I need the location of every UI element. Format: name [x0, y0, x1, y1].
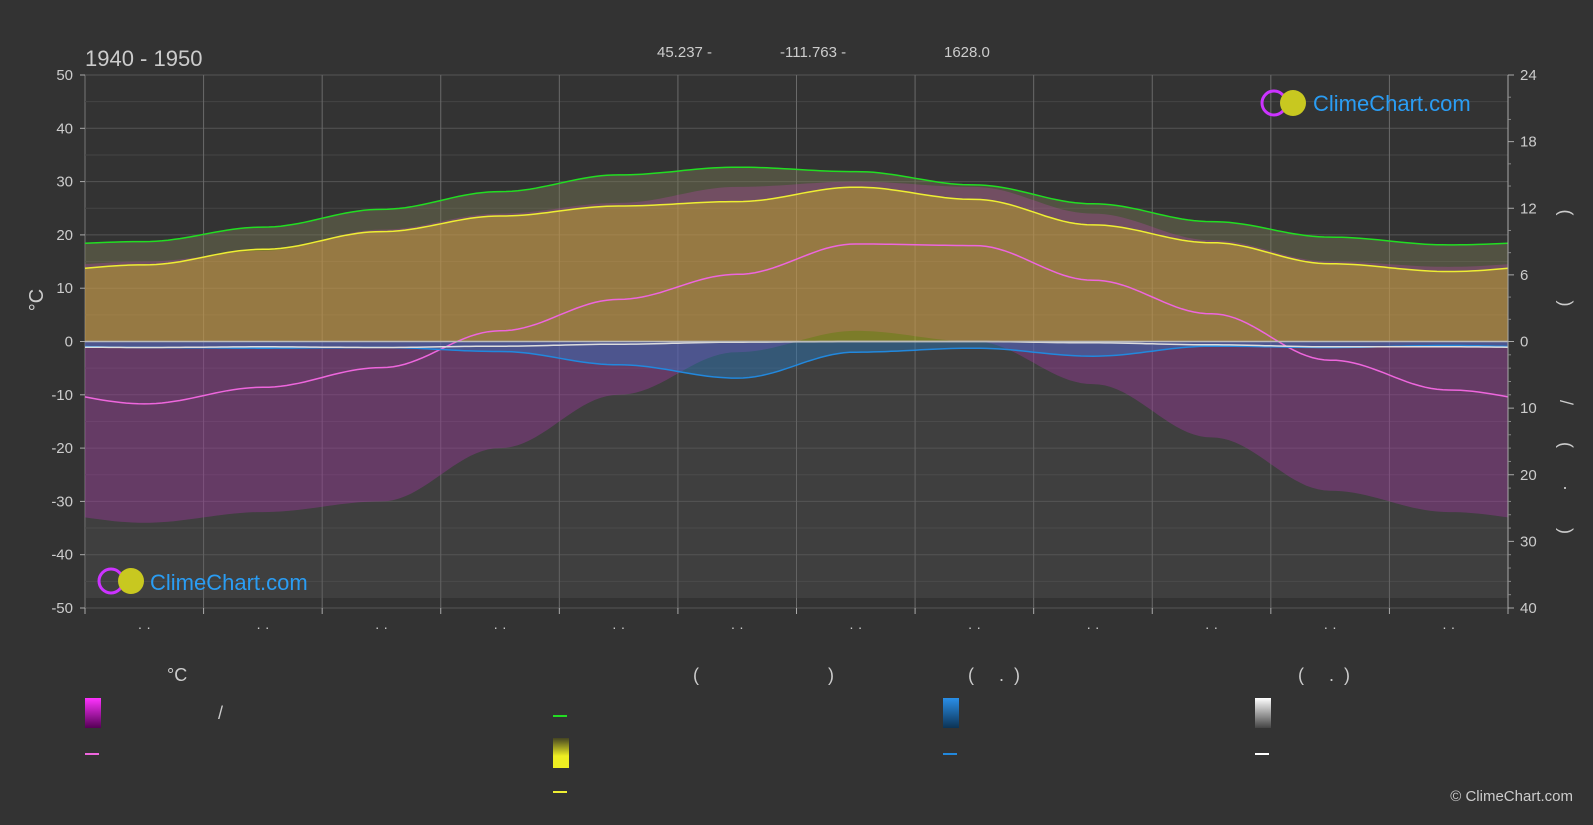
legend-temp-range-label: / [218, 703, 224, 723]
logo-sun-icon [118, 568, 144, 594]
left-axis-tick-label: 10 [56, 280, 73, 297]
latitude-label: 45.237 - [657, 44, 712, 61]
data-bands [85, 167, 1508, 598]
legend-rain-line [943, 753, 957, 755]
longitude-label: -111.763 - [780, 44, 846, 61]
x-axis-month-label: · · [256, 619, 269, 635]
right-axis: 24 18 12 6 0 10 20 30 40 [1507, 67, 1537, 617]
right-axis-precip-tick-label: 40 [1520, 600, 1537, 617]
daylight-line [84, 166, 1509, 246]
right-axis-hours-tick-label: 12 [1520, 200, 1537, 217]
legend-sunshine-swatch [553, 738, 569, 768]
left-axis-tick-label: 50 [56, 67, 73, 84]
legend-snow-swatch [1255, 698, 1271, 728]
period-title: 1940 - 1950 [85, 46, 202, 71]
logo-sun-icon [1280, 90, 1306, 116]
left-axis-tick-label: -50 [51, 600, 73, 617]
left-axis-tick-label: -30 [51, 493, 73, 510]
x-axis-month-label: · · [1086, 619, 1099, 635]
legend-temp-mean-line [85, 753, 99, 755]
brand-logo-top: ClimeChart.com [1260, 89, 1471, 117]
x-axis: · · · · · · · · · · · · · · · · · · · · · · · · [84, 608, 1509, 635]
left-axis-tick-label: 40 [56, 120, 73, 137]
right-axis-hours-tick-label: 18 [1520, 134, 1537, 151]
x-axis-month-label: · · [731, 619, 744, 635]
legend-temp-range-swatch [85, 698, 101, 728]
sunshine-line [84, 186, 1509, 273]
x-axis-month-label: · · [493, 619, 506, 635]
left-axis-tick-label: 30 [56, 174, 73, 191]
legend-rain-swatch [943, 698, 959, 728]
precipitation-area [85, 341, 1508, 598]
legend-hours-header: ( ) [693, 665, 896, 685]
x-axis-month-label: · · [1442, 619, 1455, 635]
right-axis-precip-tick-label: 10 [1520, 400, 1537, 417]
right-axis-hours-tick-label: 6 [1520, 267, 1528, 284]
legend-sunshine-line [553, 791, 567, 793]
right-axis-precip-tick-label: 20 [1520, 467, 1537, 484]
series-lines [84, 166, 1509, 405]
right-axis-precip-tick-label: 30 [1520, 533, 1537, 550]
daylight-area [85, 167, 1508, 272]
x-axis-month-label: · · [138, 619, 151, 635]
x-axis-month-label: · · [1205, 619, 1218, 635]
left-axis-unit: °C [26, 289, 48, 311]
copyright: © ClimeChart.com [1450, 788, 1573, 805]
left-axis-tick-label: -40 [51, 547, 73, 564]
sunshine-area [85, 187, 1508, 342]
legend-snow-header: ( .) [1298, 665, 1360, 685]
x-axis-month-label: · · [1324, 619, 1337, 635]
legend-rain-header: ( .) [968, 665, 1030, 685]
x-axis-month-label: · · [612, 619, 625, 635]
brand-name-top: ClimeChart.com [1313, 91, 1471, 116]
left-axis-tick-label: -10 [51, 387, 73, 404]
left-axis-tick-label: 20 [56, 227, 73, 244]
right-axis-hours-tick-label: 24 [1520, 67, 1537, 84]
left-axis-tick-label: -20 [51, 440, 73, 457]
legend-snow-line [1255, 753, 1269, 755]
right-axis-precip-label: / ( · ) [1556, 400, 1576, 550]
legend-temp-header: °C [167, 665, 188, 685]
left-axis: 50 40 30 20 10 0 -10 -20 -30 -40 -50 [51, 67, 85, 617]
right-axis-hours-tick-label: 0 [1520, 334, 1528, 351]
left-axis-tick-label: 0 [65, 334, 73, 351]
elevation-label: 1628.0 [944, 44, 990, 61]
climate-chart: 50 40 30 20 10 0 -10 -20 -30 -40 -50 24 18 12 6 0 10 20 3… [26, 44, 1576, 635]
brand-logo-bottom: ClimeChart.com [97, 567, 308, 595]
temperature-mean-line [84, 243, 1509, 405]
x-axis-month-label: · · [968, 619, 981, 635]
x-axis-month-label: · · [375, 619, 388, 635]
right-axis-hours-label: ( ) [1556, 210, 1576, 347]
legend-daylight-line [553, 715, 567, 717]
x-axis-month-label: · · [849, 619, 862, 635]
brand-name-bottom: ClimeChart.com [150, 570, 308, 595]
